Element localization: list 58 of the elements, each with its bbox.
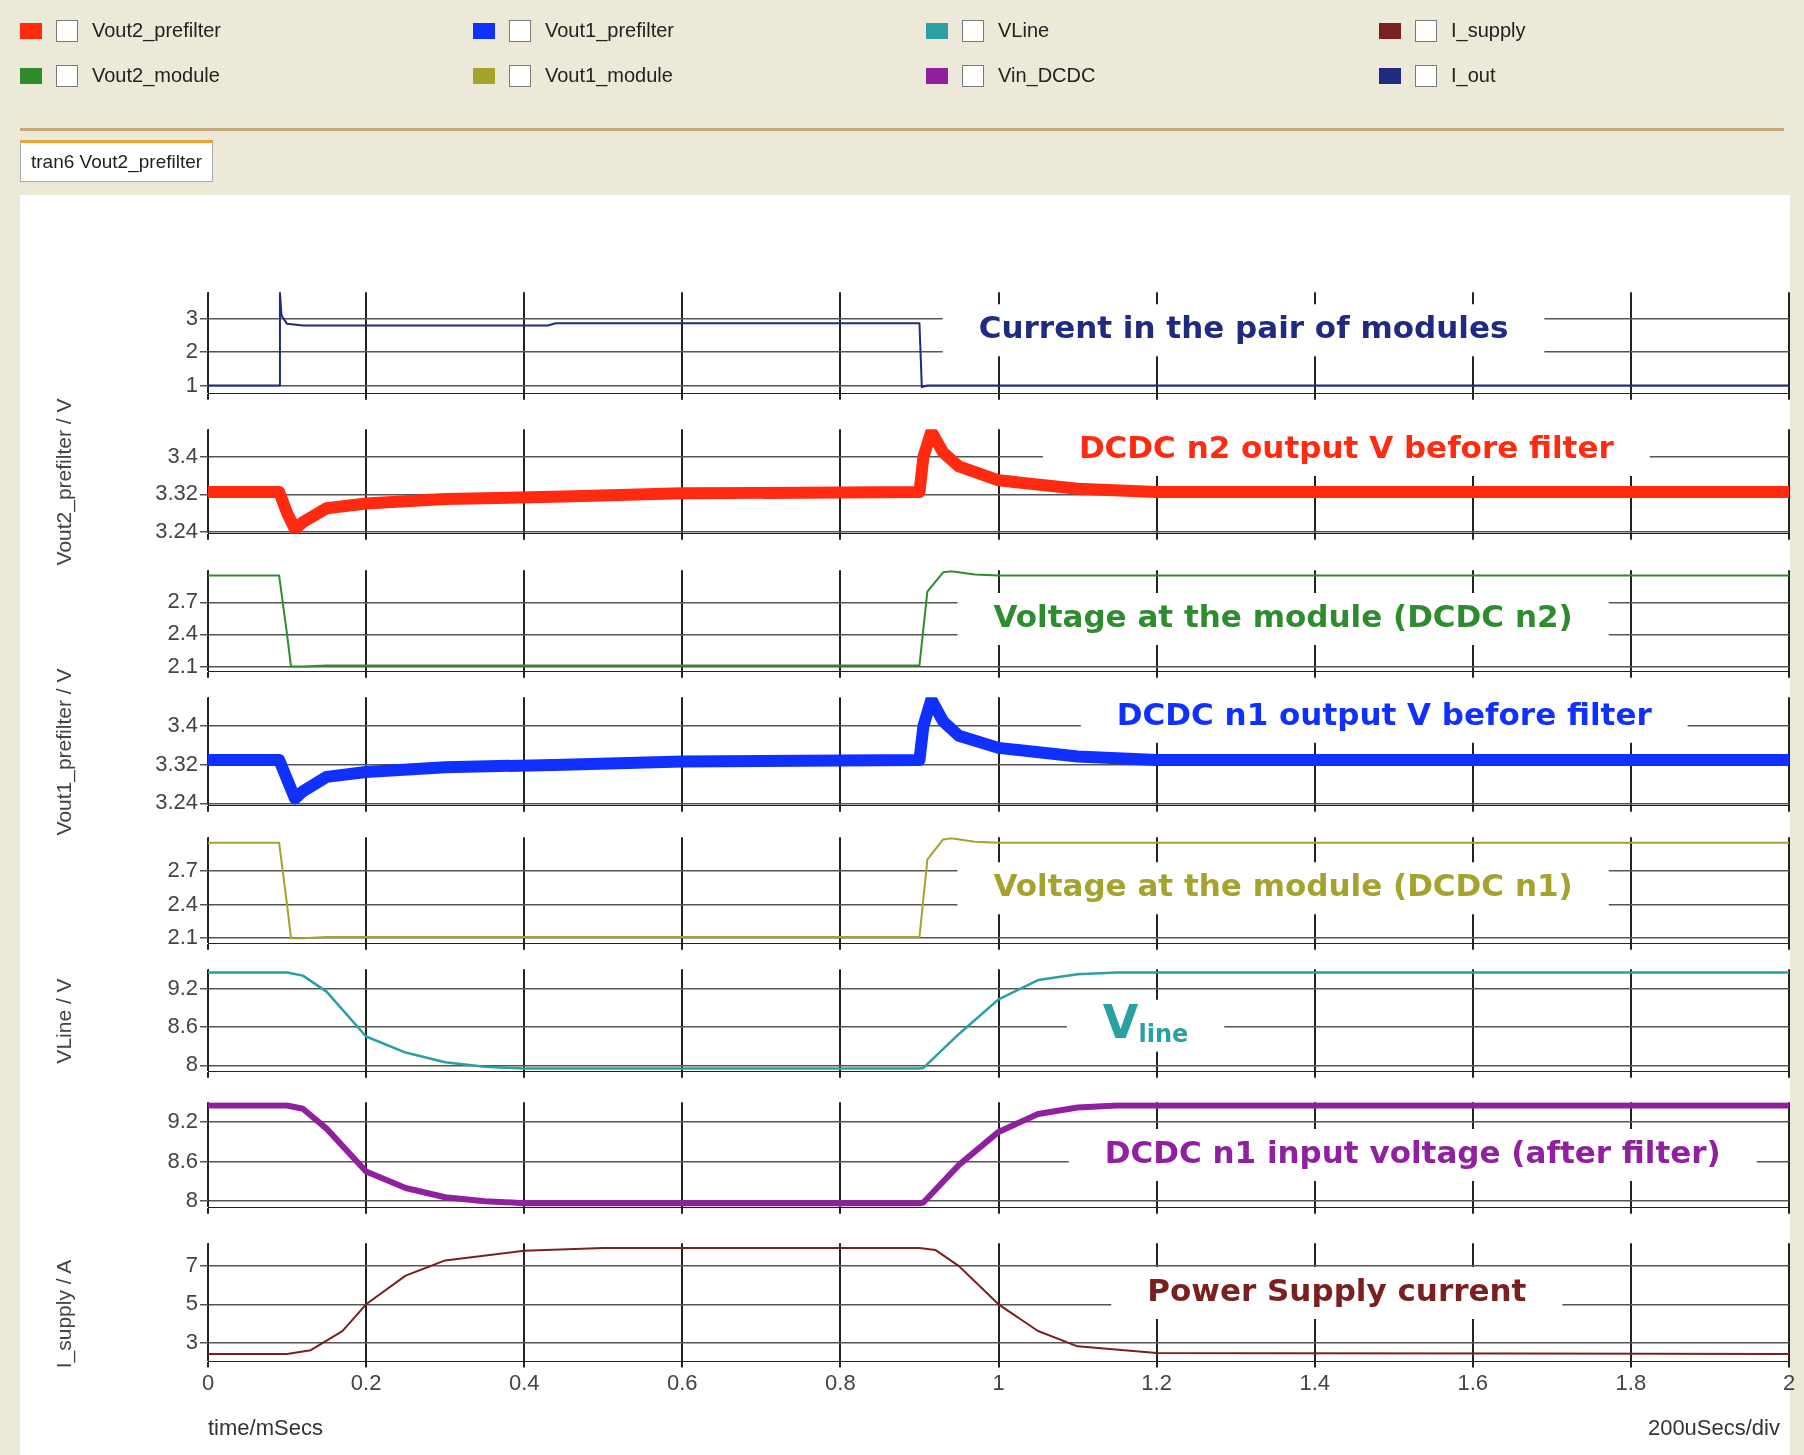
y-axis-title: I_supply / A [51,1258,77,1371]
y-tick-label: 8.6 [167,1147,198,1173]
y-tick-label: 3 [185,1328,198,1354]
x-axis-title: time/mSecs [208,1415,323,1441]
y-tick-label: 2 [185,338,198,364]
y-axis-title: VLine / V [51,976,76,1066]
annotation: DCDC n2 output V before filter [1078,429,1615,466]
x-tick-label: 1.2 [1141,1369,1172,1395]
y-tick-label: 3 [185,304,198,330]
y-tick-label: 3.32 [155,750,198,776]
y-tick-label: 8 [185,1187,198,1213]
y-tick-label: 2.7 [167,588,198,614]
y-tick-label: 9.2 [167,1108,198,1134]
y-tick-label: 5 [185,1290,198,1316]
y-tick-label: 2.1 [167,924,198,950]
y-tick-label: 3.4 [167,443,198,469]
x-tick-label: 1 [992,1369,1005,1395]
text: 200uSecs/div [1647,1415,1780,1441]
chart-title: tran6 Vout2_prefilter [20,140,214,182]
annotation: DCDC n1 output V before filter [1116,695,1653,732]
x-tick-label: 0.2 [350,1369,382,1395]
y-tick-label: 8.6 [167,1012,198,1038]
x-tick-label: 1.6 [1457,1369,1489,1395]
text: I_out [1451,64,1496,87]
y-tick-label: 3.32 [155,480,198,506]
y-tick-label: 3.24 [155,517,198,543]
text: VLine [998,19,1050,42]
y-tick-label: 2.4 [167,620,198,646]
text: Vout2_prefilter [92,19,221,42]
text: Vout2_module [92,64,220,87]
x-tick-label: 2 [1782,1369,1796,1395]
x-tick-label: 0 [201,1369,215,1395]
annotation: Vline [1102,994,1189,1049]
y-tick-label: 2.1 [167,652,198,678]
x-tick-label: 0.4 [508,1369,540,1395]
annotation: Voltage at the module (DCDC n1) [993,867,1573,904]
x-tick-label: 1.4 [1299,1369,1330,1395]
annotation: DCDC n1 input voltage (after filter) [1104,1134,1721,1171]
text: Vout1_module [545,64,673,87]
y-tick-label: 8 [185,1051,198,1077]
text: I_supply [1451,19,1526,42]
y-tick-label: 3.4 [167,712,198,738]
annotation: Power Supply current [1147,1271,1527,1308]
text: Vout1_prefilter [545,19,674,42]
y-tick-label: 7 [185,1252,198,1278]
text: Vin_DCDC [998,64,1096,87]
y-tick-label: 2.4 [167,890,198,916]
y-tick-label: 1 [185,371,198,397]
y-tick-label: 2.7 [167,856,198,882]
y-axis-title: Vout2_prefilter / V [51,397,77,568]
y-tick-label: 3.24 [155,789,198,815]
annotation: Voltage at the module (DCDC n2) [993,598,1573,635]
annotation: Current in the pair of modules [978,309,1509,346]
y-axis-title: Vout1_prefilter / V [51,667,77,838]
x-tick-label: 0.8 [825,1369,856,1395]
x-tick-label: 1.8 [1615,1369,1647,1395]
y-tick-label: 9.2 [167,974,198,1000]
x-tick-label: 0.6 [667,1369,698,1395]
